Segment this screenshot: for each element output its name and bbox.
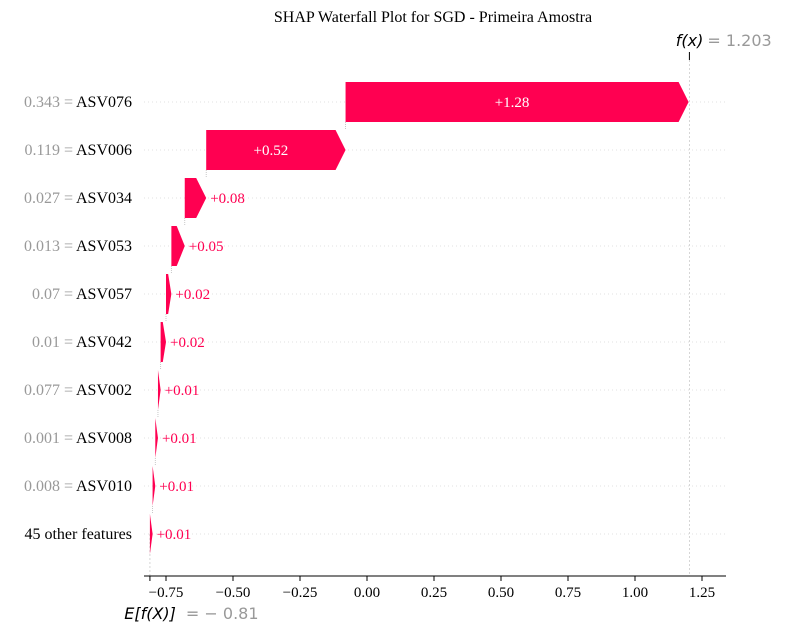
feature-label: 45 other features <box>24 526 132 543</box>
feature-label: ASV006 <box>76 142 132 159</box>
bars <box>149 82 689 554</box>
chart-title: SHAP Waterfall Plot for SGD - Primeira A… <box>274 9 592 26</box>
waterfall-bar <box>149 514 153 554</box>
bar-label: +0.52 <box>254 143 289 159</box>
base-annotation: E[f(X)] = − 0.81 <box>124 604 258 623</box>
x-tick-label: 0.25 <box>421 585 447 601</box>
x-tick-label: 0.50 <box>488 585 514 601</box>
feature-label: ASV053 <box>76 238 132 255</box>
bar-labels: +1.28 +0.52 +0.08 +0.05 +0.02 +0.02 +0.01 +0.01… <box>157 95 530 543</box>
x-tick-label: 1.25 <box>689 585 715 601</box>
bar-label: +0.05 <box>189 239 224 255</box>
connector-lines <box>149 52 690 576</box>
x-tick-label: −0.25 <box>283 585 318 601</box>
x-tick-label: −0.50 <box>216 585 251 601</box>
feature-value: 0.013 = <box>24 238 73 255</box>
waterfall-bar <box>171 226 185 266</box>
bar-label: +1.28 <box>495 95 530 111</box>
bar-label: +0.01 <box>157 527 192 543</box>
feature-value: 0.343 = <box>24 94 73 111</box>
bar-label: +0.01 <box>162 431 197 447</box>
x-tick-label: 0.00 <box>354 585 380 601</box>
bar-label: +0.02 <box>175 287 210 303</box>
feature-value: 0.01 = <box>32 334 73 351</box>
x-tick-label: 1.00 <box>622 585 648 601</box>
bar-label: +0.01 <box>159 479 194 495</box>
waterfall-bar <box>166 274 172 314</box>
feature-value: 0.001 = <box>24 430 73 447</box>
bar-label: +0.08 <box>210 191 245 207</box>
x-tick-label: −0.75 <box>149 585 184 601</box>
waterfall-bar <box>345 82 689 122</box>
bar-label: +0.02 <box>170 335 205 351</box>
feature-label: ASV002 <box>76 382 132 399</box>
fx-value: = 1.203 <box>707 31 771 50</box>
waterfall-bar <box>157 370 161 410</box>
gridlines <box>144 101 726 535</box>
waterfall-bar <box>155 418 158 458</box>
fx-annotation: f(x) = 1.203 <box>676 31 772 50</box>
feature-value: 0.077 = <box>24 382 73 399</box>
feature-label: ASV057 <box>76 286 132 303</box>
feature-value: 0.07 = <box>32 286 73 303</box>
feature-label: ASV076 <box>76 94 132 111</box>
fx-label: f(x) <box>676 31 704 50</box>
base-value: = − 0.81 <box>186 604 259 623</box>
feature-value: 0.119 = <box>25 142 73 159</box>
x-tick-label: 0.75 <box>555 585 581 601</box>
feature-value: 0.008 = <box>24 478 73 495</box>
waterfall-bar <box>206 130 346 170</box>
waterfall-bar <box>184 178 207 218</box>
feature-label: ASV008 <box>76 430 132 447</box>
feature-label: ASV010 <box>76 478 132 495</box>
x-axis: −0.75 −0.50 −0.25 0.00 0.25 0.50 0.75 1.00 1.25 <box>144 575 726 601</box>
waterfall-bar <box>160 322 166 362</box>
waterfall-bar <box>152 466 156 506</box>
feature-label: ASV042 <box>76 334 132 351</box>
feature-value: 0.027 = <box>24 190 73 207</box>
bar-label: +0.01 <box>165 383 200 399</box>
feature-label: ASV034 <box>76 190 132 207</box>
base-label: E[f(X)] <box>124 604 176 623</box>
